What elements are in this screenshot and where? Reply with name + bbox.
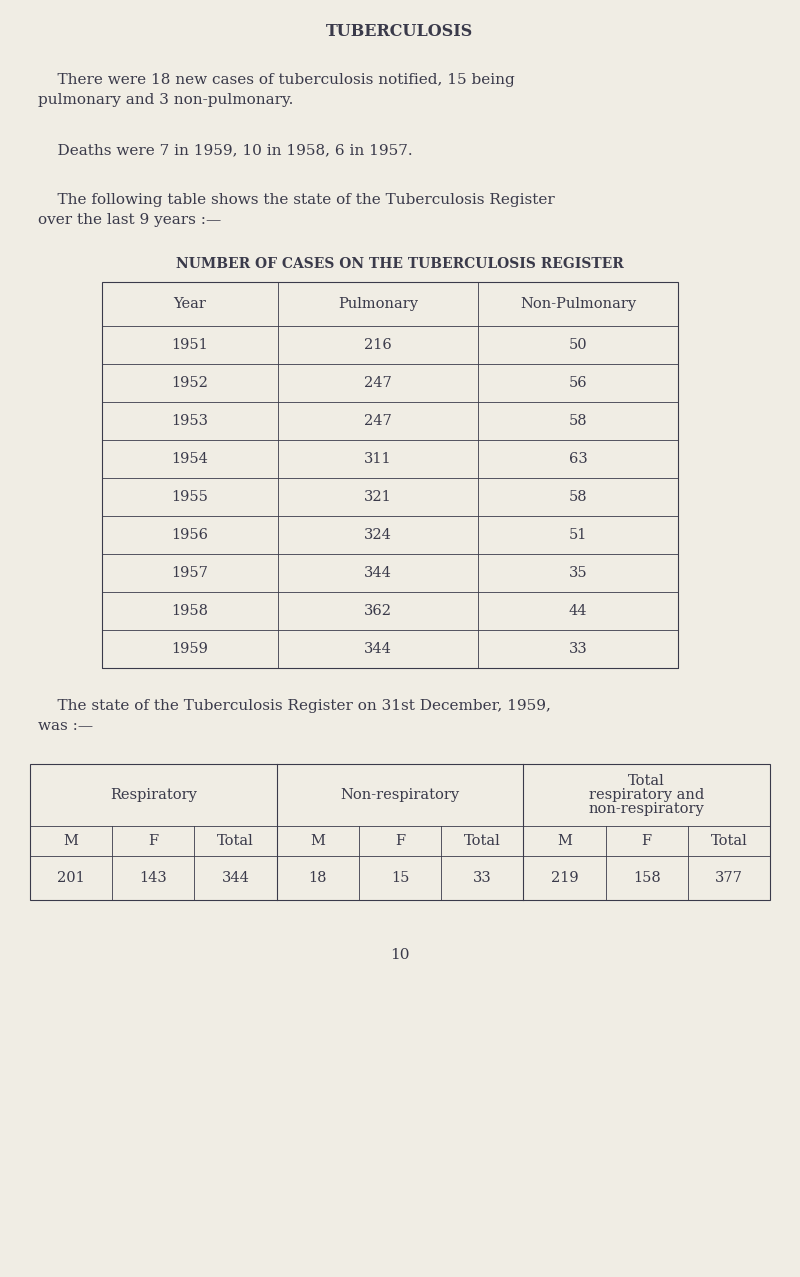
- Text: 51: 51: [569, 527, 587, 541]
- Text: Total: Total: [710, 834, 747, 848]
- Text: 362: 362: [364, 604, 392, 618]
- Text: 247: 247: [364, 375, 392, 389]
- Text: 158: 158: [633, 871, 661, 885]
- Text: 1956: 1956: [171, 527, 209, 541]
- Text: Non-Pulmonary: Non-Pulmonary: [520, 298, 636, 312]
- Text: respiratory and: respiratory and: [589, 788, 704, 802]
- Text: M: M: [557, 834, 572, 848]
- Text: 201: 201: [58, 871, 85, 885]
- Text: 143: 143: [139, 871, 167, 885]
- Text: TUBERCULOSIS: TUBERCULOSIS: [326, 23, 474, 41]
- Text: F: F: [395, 834, 405, 848]
- Text: Non-respiratory: Non-respiratory: [341, 788, 459, 802]
- Text: 1959: 1959: [171, 642, 209, 656]
- Text: Pulmonary: Pulmonary: [338, 298, 418, 312]
- Text: Total: Total: [217, 834, 254, 848]
- Text: Year: Year: [174, 298, 206, 312]
- Text: 1954: 1954: [171, 452, 209, 466]
- Text: 58: 58: [569, 414, 587, 428]
- Text: Total: Total: [464, 834, 501, 848]
- Text: The following table shows the state of the Tuberculosis Register: The following table shows the state of t…: [38, 193, 554, 207]
- Text: 33: 33: [473, 871, 491, 885]
- Text: F: F: [642, 834, 652, 848]
- Text: 44: 44: [569, 604, 587, 618]
- Text: 35: 35: [569, 566, 587, 580]
- Text: 50: 50: [569, 338, 587, 352]
- Text: 324: 324: [364, 527, 392, 541]
- Text: 1955: 1955: [171, 490, 209, 504]
- Bar: [30, 764, 770, 900]
- Text: 15: 15: [391, 871, 409, 885]
- Text: 58: 58: [569, 490, 587, 504]
- Text: pulmonary and 3 non-pulmonary.: pulmonary and 3 non-pulmonary.: [38, 93, 294, 107]
- Text: 56: 56: [569, 375, 587, 389]
- Text: Respiratory: Respiratory: [110, 788, 197, 802]
- Text: Deaths were 7 in 1959, 10 in 1958, 6 in 1957.: Deaths were 7 in 1959, 10 in 1958, 6 in …: [38, 143, 413, 157]
- Text: The state of the Tuberculosis Register on 31st December, 1959,: The state of the Tuberculosis Register o…: [38, 699, 551, 713]
- Text: 1957: 1957: [171, 566, 209, 580]
- Text: 10: 10: [390, 948, 410, 962]
- Text: 321: 321: [364, 490, 392, 504]
- Text: 344: 344: [364, 642, 392, 656]
- Bar: [102, 282, 678, 668]
- Text: F: F: [148, 834, 158, 848]
- Text: non-respiratory: non-respiratory: [589, 802, 705, 816]
- Text: M: M: [310, 834, 326, 848]
- Text: 219: 219: [550, 871, 578, 885]
- Text: 216: 216: [364, 338, 392, 352]
- Text: was :—: was :—: [38, 719, 93, 733]
- Text: 1953: 1953: [171, 414, 209, 428]
- Text: 33: 33: [569, 642, 587, 656]
- Text: 377: 377: [715, 871, 743, 885]
- Text: 1952: 1952: [171, 375, 209, 389]
- Text: 247: 247: [364, 414, 392, 428]
- Text: 1958: 1958: [171, 604, 209, 618]
- Text: 63: 63: [569, 452, 587, 466]
- Text: 1951: 1951: [172, 338, 208, 352]
- Text: Total: Total: [628, 774, 665, 788]
- Text: 311: 311: [364, 452, 392, 466]
- Text: There were 18 new cases of tuberculosis notified, 15 being: There were 18 new cases of tuberculosis …: [38, 73, 514, 87]
- Text: 18: 18: [309, 871, 327, 885]
- Text: NUMBER OF CASES ON THE TUBERCULOSIS REGISTER: NUMBER OF CASES ON THE TUBERCULOSIS REGI…: [176, 257, 624, 271]
- Text: over the last 9 years :—: over the last 9 years :—: [38, 213, 222, 227]
- Text: M: M: [64, 834, 78, 848]
- Text: 344: 344: [222, 871, 250, 885]
- Text: 344: 344: [364, 566, 392, 580]
